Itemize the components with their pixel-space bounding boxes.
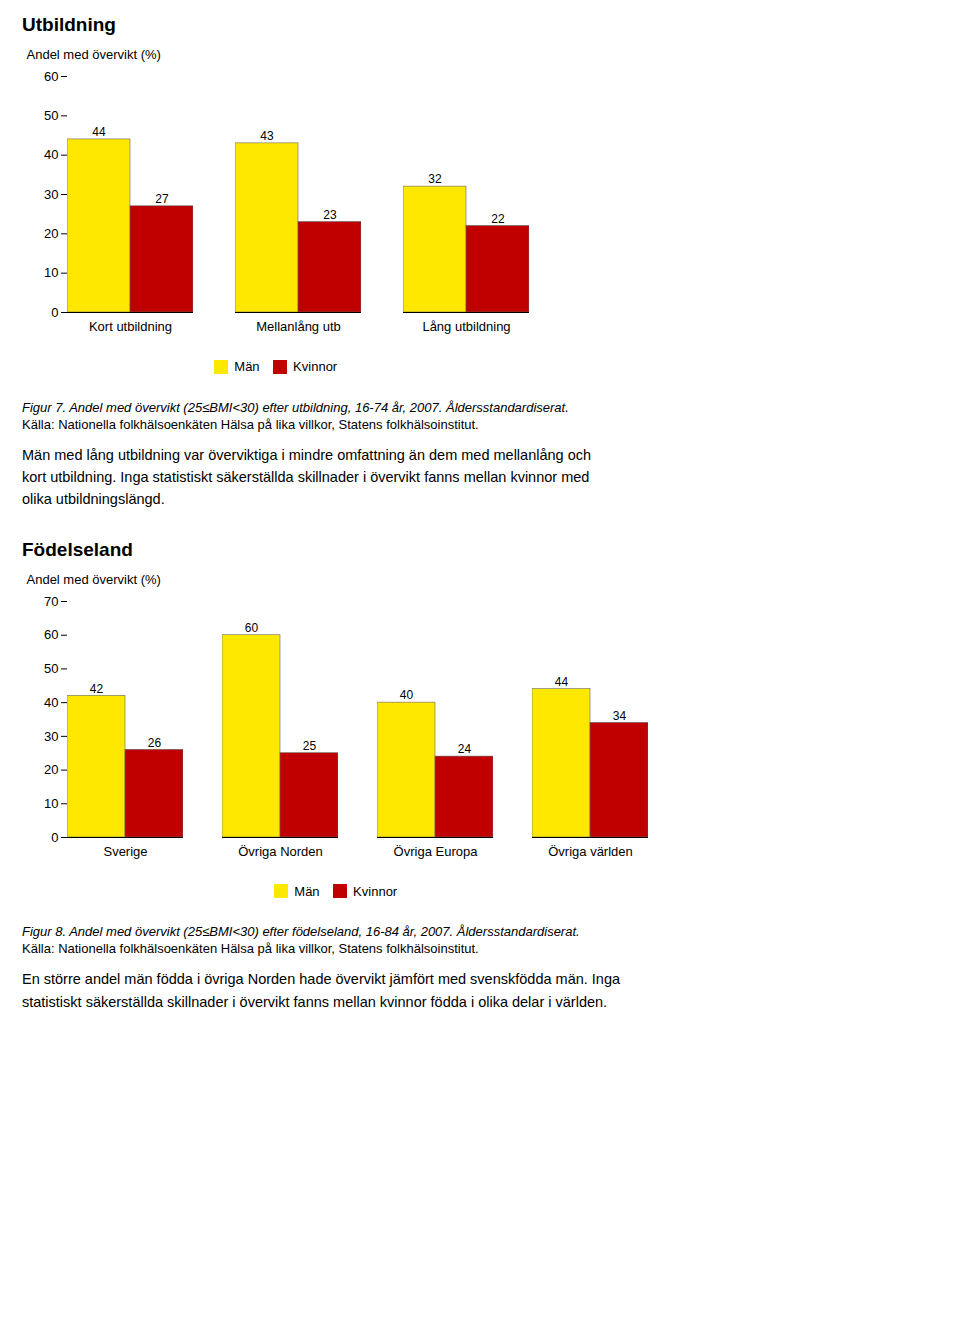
svg-text:30: 30: [44, 728, 58, 743]
html-text:Figur 7. Andel med övervikt (2: Figur 7. Andel med övervikt (25≤BMI<30) …: [22, 399, 569, 415]
svg-text:10: 10: [44, 796, 58, 811]
svg-text:30: 30: [44, 187, 58, 202]
svg-text:20: 20: [44, 762, 58, 777]
svg-text:42: 42: [90, 682, 104, 696]
html-text:Födelseland: Födelseland: [22, 538, 133, 560]
svg-text:50: 50: [44, 108, 58, 123]
svg-text:Kort utbildning: Kort utbildning: [89, 319, 172, 334]
html-text:Män: Män: [234, 359, 260, 374]
svg-text:Övriga världen: Övriga världen: [548, 844, 633, 859]
html-text:Män med lång utbildning var öv: Män med lång utbildning var överviktiga …: [22, 446, 591, 463]
svg-text:50: 50: [44, 661, 58, 676]
html-text:En större andel män födda i öv: En större andel män födda i övriga Norde…: [22, 971, 621, 988]
svg-text:Andel med övervikt (%): Andel med övervikt (%): [27, 572, 161, 587]
html-text:Utbildning: Utbildning: [22, 14, 116, 35]
svg-text:34: 34: [613, 709, 627, 723]
svg-text:24: 24: [458, 742, 472, 756]
svg-text:23: 23: [323, 208, 337, 222]
svg-text:Lång utbildning: Lång utbildning: [422, 319, 510, 334]
html-text:Män: Män: [294, 883, 320, 899]
svg-text:26: 26: [148, 736, 162, 750]
svg-text:0: 0: [51, 830, 58, 845]
svg-text:25: 25: [303, 739, 317, 753]
svg-text:10: 10: [44, 265, 58, 280]
svg-text:60: 60: [44, 627, 58, 642]
svg-text:40: 40: [400, 688, 414, 702]
html-text:Källa: Nationella folkhälsoenk: Källa: Nationella folkhälsoenkäten Hälsa…: [22, 416, 479, 432]
html-text:Källa: Nationella folkhälsoenk: Källa: Nationella folkhälsoenkäten Hälsa…: [22, 941, 479, 957]
svg-text:Mellanlång utb: Mellanlång utb: [256, 319, 341, 334]
svg-text:20: 20: [44, 226, 58, 241]
svg-text:60: 60: [245, 621, 259, 635]
svg-text:44: 44: [92, 125, 106, 139]
svg-text:27: 27: [155, 192, 169, 206]
svg-text:70: 70: [44, 594, 58, 609]
svg-text:40: 40: [44, 695, 58, 710]
svg-text:40: 40: [44, 147, 58, 162]
html-text:kort utbildning. Inga statisti: kort utbildning. Inga statistiskt säkers…: [22, 469, 590, 485]
svg-text:22: 22: [491, 212, 505, 226]
html-text:Kvinnor: Kvinnor: [353, 883, 398, 899]
html-text:statistiskt säkerställda skill: statistiskt säkerställda skillnader i öv…: [22, 993, 608, 1010]
svg-text:Andel med övervikt (%): Andel med övervikt (%): [27, 47, 161, 62]
svg-text:32: 32: [428, 172, 442, 186]
svg-text:Övriga Europa: Övriga Europa: [394, 844, 479, 859]
svg-text:60: 60: [44, 69, 58, 84]
html-text:Figur 8. Andel med övervikt (2: Figur 8. Andel med övervikt (25≤BMI<30) …: [22, 924, 580, 940]
svg-text:Övriga Norden: Övriga Norden: [238, 844, 323, 859]
html-text:Kvinnor: Kvinnor: [293, 359, 338, 374]
svg-text:43: 43: [260, 129, 274, 143]
svg-text:0: 0: [51, 305, 58, 320]
svg-text:44: 44: [555, 675, 569, 689]
html-text:olika utbildningslängd.: olika utbildningslängd.: [22, 491, 165, 508]
svg-text:Sverige: Sverige: [103, 844, 147, 859]
